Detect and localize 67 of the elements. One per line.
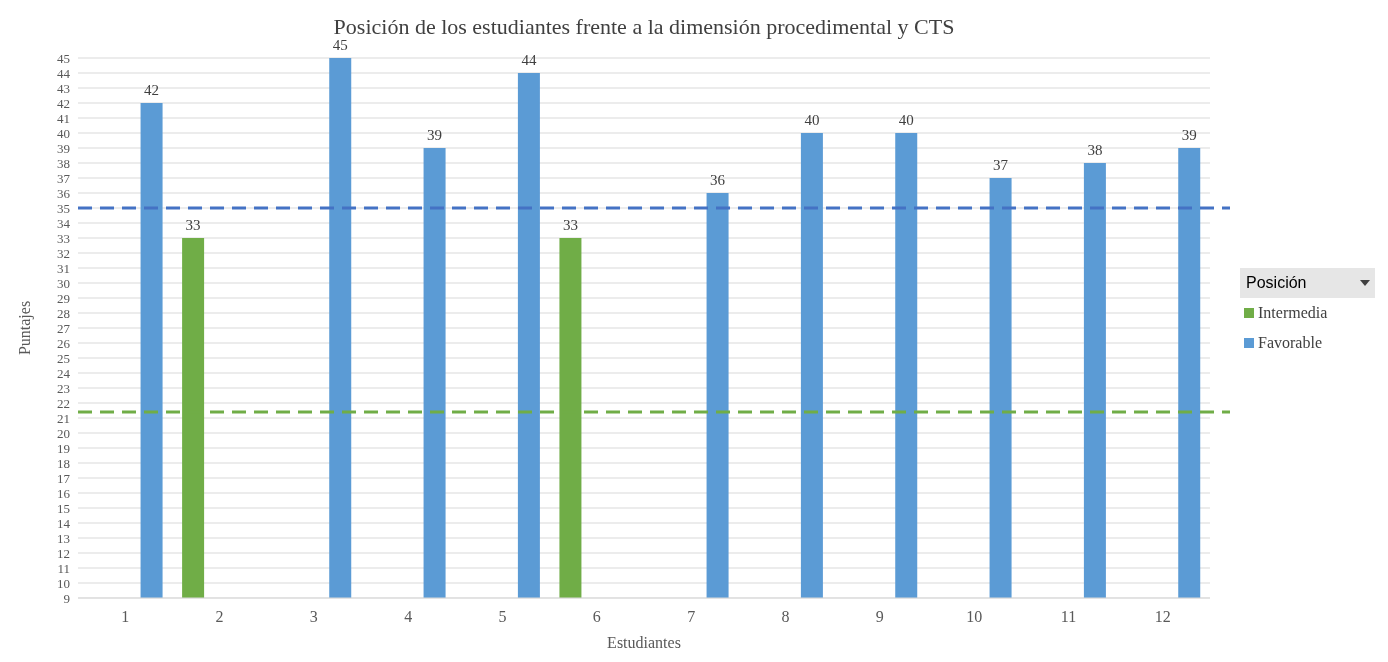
- y-tick-label: 27: [57, 320, 71, 336]
- y-tick-label: 35: [57, 200, 70, 216]
- y-tick-label: 28: [57, 305, 70, 321]
- y-tick-label: 14: [57, 515, 71, 531]
- data-label: 39: [427, 127, 443, 143]
- y-tick-label: 29: [57, 290, 70, 306]
- y-tick-label: 42: [57, 95, 70, 111]
- x-tick-label: 4: [404, 608, 413, 625]
- x-tick-label: 12: [1154, 608, 1171, 625]
- x-axis-title: Estudiantes: [607, 634, 681, 651]
- y-tick-label: 15: [57, 500, 70, 516]
- y-tick-label: 43: [57, 80, 70, 96]
- y-tick-label: 32: [57, 245, 70, 261]
- legend-label: Intermedia: [1258, 304, 1328, 321]
- y-tick-label: 45: [57, 50, 70, 66]
- legend-label: Favorable: [1258, 334, 1322, 351]
- y-tick-label: 18: [57, 455, 70, 471]
- y-tick-label: 17: [57, 470, 71, 486]
- y-axis-title: Puntajes: [16, 300, 34, 356]
- legend-title: Posición: [1246, 274, 1307, 291]
- x-tick-label: 7: [687, 608, 696, 625]
- data-label: 45: [332, 37, 348, 53]
- y-tick-label: 13: [57, 530, 70, 546]
- chart-title: Posición de los estudiantes frente a la dimensión procedimental y CTS: [333, 14, 955, 39]
- data-label: 40: [804, 112, 820, 128]
- y-tick-label: 37: [57, 170, 71, 186]
- y-tick-label: 24: [57, 365, 71, 381]
- y-tick-label: 20: [57, 425, 70, 441]
- data-label: 33: [185, 217, 201, 233]
- x-tick-label: 3: [309, 608, 318, 625]
- x-tick-label: 2: [215, 608, 224, 625]
- y-tick-label: 19: [57, 440, 70, 456]
- x-tick-label: 10: [966, 608, 983, 625]
- y-tick-label: 10: [57, 575, 70, 591]
- x-tick-label: 6: [592, 608, 601, 625]
- y-tick-label: 39: [57, 140, 70, 156]
- x-tick-label: 5: [498, 608, 507, 625]
- y-tick-label: 40: [57, 125, 70, 141]
- y-tick-label: 9: [63, 590, 70, 606]
- y-tick-label: 33: [57, 230, 70, 246]
- data-label: 37: [993, 157, 1009, 173]
- data-label: 44: [521, 52, 537, 68]
- y-tick-label: 23: [57, 380, 70, 396]
- y-tick-label: 30: [57, 275, 70, 291]
- data-label: 42: [144, 82, 160, 98]
- y-tick-label: 38: [57, 155, 70, 171]
- data-label: 36: [710, 172, 726, 188]
- y-tick-label: 25: [57, 350, 70, 366]
- data-label: 40: [898, 112, 914, 128]
- x-tick-label: 1: [121, 608, 130, 625]
- x-tick-label: 11: [1060, 608, 1077, 625]
- y-tick-label: 22: [57, 395, 70, 411]
- y-tick-label: 31: [57, 260, 70, 276]
- y-tick-label: 12: [57, 545, 70, 561]
- y-tick-label: 11: [57, 560, 70, 576]
- y-tick-label: 34: [57, 215, 71, 231]
- y-tick-label: 16: [57, 485, 71, 501]
- x-tick-label: 9: [875, 608, 884, 625]
- y-tick-label: 36: [57, 185, 71, 201]
- data-label: 33: [562, 217, 578, 233]
- data-label: 38: [1087, 142, 1103, 158]
- y-tick-label: 21: [57, 410, 70, 426]
- y-tick-label: 26: [57, 335, 71, 351]
- y-tick-label: 41: [57, 110, 70, 126]
- y-tick-label: 44: [57, 65, 71, 81]
- data-label: 39: [1181, 127, 1197, 143]
- x-tick-label: 8: [781, 608, 790, 625]
